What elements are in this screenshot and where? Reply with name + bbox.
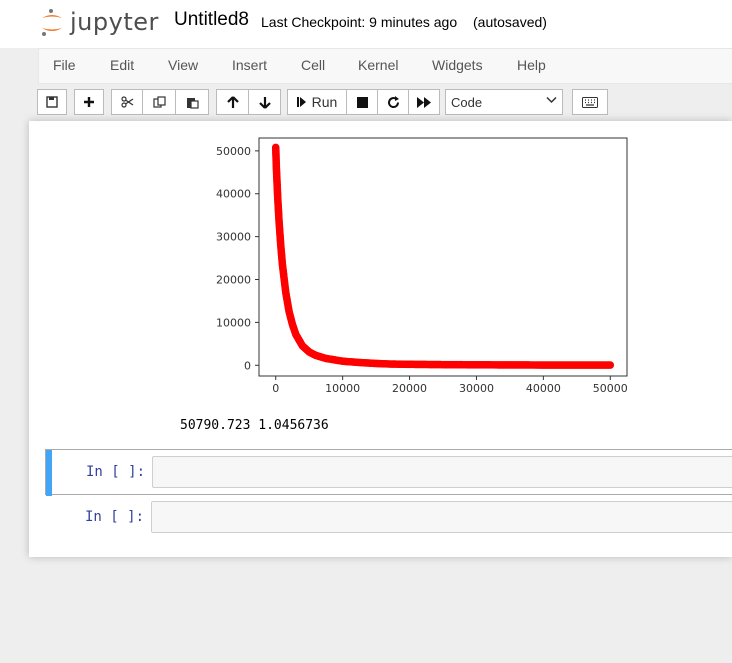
menu-kernel[interactable]: Kernel: [358, 57, 399, 73]
code-cell-selected[interactable]: In [ ]:: [45, 449, 732, 496]
x-tick-label: 20000: [392, 382, 427, 395]
restart-button[interactable]: [377, 89, 409, 115]
x-tick-label: 10000: [325, 382, 360, 395]
copy-icon: [152, 95, 166, 108]
cell-type-value: Code: [451, 95, 483, 110]
plus-icon: [84, 97, 94, 107]
insert-cell-button[interactable]: [74, 89, 104, 115]
cell-output-text: 50790.723 1.0456736: [180, 418, 329, 433]
x-tick-label: 30000: [459, 382, 494, 395]
x-tick-label: 50000: [593, 382, 628, 395]
y-tick-label: 0: [244, 359, 251, 372]
run-label: Run: [311, 94, 338, 110]
keyboard-icon: [582, 96, 598, 108]
cut-button[interactable]: [111, 89, 143, 115]
arrow-up-icon: [226, 95, 239, 108]
arrow-down-icon: [258, 96, 271, 109]
code-input[interactable]: [152, 456, 732, 488]
save-icon: [46, 96, 58, 108]
paste-button[interactable]: [175, 89, 209, 115]
cell-type-select[interactable]: Code: [445, 89, 563, 115]
menu-help[interactable]: Help: [517, 57, 546, 73]
y-tick-label: 20000: [216, 274, 251, 287]
menu-view[interactable]: View: [168, 57, 199, 73]
menu-insert[interactable]: Insert: [232, 57, 268, 73]
run-icon: [296, 97, 306, 107]
cell-prompt: In [ ]:: [85, 509, 145, 525]
autosave-status: (autosaved): [473, 14, 547, 30]
plot-area: [258, 137, 628, 377]
x-tick-label: 40000: [526, 382, 561, 395]
jupyter-logo[interactable]: jupyter: [40, 8, 160, 36]
run-button[interactable]: Run: [287, 89, 347, 115]
notebook-container: 0 10000 20000 30000 40000 50000 0 10000 20000 300…: [29, 121, 732, 557]
logo-text: jupyter: [70, 8, 159, 36]
interrupt-button[interactable]: [346, 89, 378, 115]
toolbar: Run Code: [0, 86, 732, 120]
code-input[interactable]: [151, 501, 732, 533]
save-button[interactable]: [37, 89, 67, 115]
paste-icon: [186, 97, 199, 109]
header: jupyter Untitled8 Last Checkpoint: 9 min…: [0, 0, 732, 48]
stop-icon: [356, 96, 368, 108]
notebook-name[interactable]: Untitled8: [174, 9, 249, 30]
copy-button[interactable]: [142, 89, 176, 115]
chevron-down-icon: [546, 96, 557, 104]
y-tick-label: 40000: [216, 188, 251, 201]
jupyter-logo-icon: [42, 9, 62, 36]
fast-forward-icon: [417, 96, 431, 108]
y-tick-label: 30000: [216, 231, 251, 244]
code-cell[interactable]: In [ ]:: [45, 495, 732, 541]
menubar: File Edit View Insert Cell Kernel Widget…: [38, 48, 732, 84]
restart-run-all-button[interactable]: [408, 89, 440, 115]
menu-edit[interactable]: Edit: [110, 57, 135, 73]
cell-prompt: In [ ]:: [86, 464, 146, 480]
y-tick-label: 50000: [216, 145, 251, 158]
output-plot: 0 10000 20000 30000 40000 50000 0 10000 20000 300…: [216, 137, 628, 395]
cut-icon: [120, 96, 133, 108]
menu-widgets[interactable]: Widgets: [432, 57, 483, 73]
command-palette-button[interactable]: [572, 89, 608, 115]
y-tick-label: 10000: [216, 316, 251, 329]
checkpoint-status: Last Checkpoint: 9 minutes ago: [261, 14, 458, 30]
menu-cell[interactable]: Cell: [301, 57, 326, 73]
move-down-button[interactable]: [248, 89, 281, 115]
restart-icon: [387, 95, 399, 108]
move-up-button[interactable]: [216, 89, 249, 115]
selection-indicator: [46, 450, 52, 496]
x-tick-label: 0: [272, 382, 279, 395]
menu-file[interactable]: File: [53, 57, 76, 73]
data-point: [606, 361, 615, 369]
